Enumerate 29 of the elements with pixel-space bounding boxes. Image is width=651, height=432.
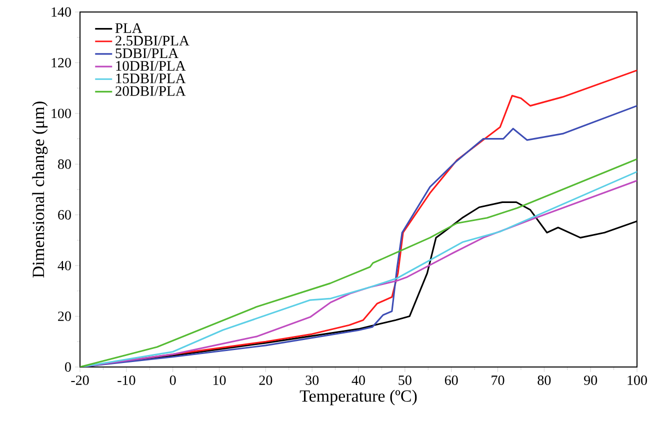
y-tick-label: 60 <box>58 210 71 220</box>
y-tick-label: 20 <box>58 312 71 322</box>
legend-label: 5DBI/PLA <box>116 48 178 58</box>
x-tick-label: 0 <box>170 376 176 385</box>
y-tick-label: 40 <box>58 260 71 270</box>
legend-label: 10DBI/PLA <box>116 60 186 71</box>
x-tick-label: 100 <box>628 376 647 385</box>
x-tick-label: 50 <box>398 376 412 385</box>
x-axis-title: Temperature (ºC) <box>300 390 417 406</box>
x-tick-label: 10 <box>213 376 226 385</box>
x-tick-label: 60 <box>444 376 458 385</box>
x-tick-label: 70 <box>492 376 504 385</box>
y-axis-title: Dimensional change (μm) <box>32 102 48 278</box>
legend-label: 15DBI/PLA <box>116 74 186 84</box>
x-tick-label: 90 <box>584 376 598 385</box>
legend-label: PLA <box>115 23 142 33</box>
x-tick-label: 40 <box>352 376 365 385</box>
y-tick-label: 100 <box>52 108 71 118</box>
x-tick-label: -20 <box>71 376 89 385</box>
y-tick-label: 0 <box>65 362 71 372</box>
legend-label: 2.5DBI/PLA <box>116 36 190 46</box>
y-tick-label: 80 <box>58 159 71 169</box>
legend-label: 20DBI/PLA <box>116 86 186 96</box>
y-tick-label: 120 <box>52 58 71 68</box>
x-tick-label: 20 <box>259 376 272 385</box>
x-tick-label: 80 <box>538 376 551 385</box>
x-tick-label: 30 <box>306 376 319 385</box>
y-tick-label: 140 <box>52 7 71 17</box>
x-tick-label: -10 <box>118 376 136 385</box>
